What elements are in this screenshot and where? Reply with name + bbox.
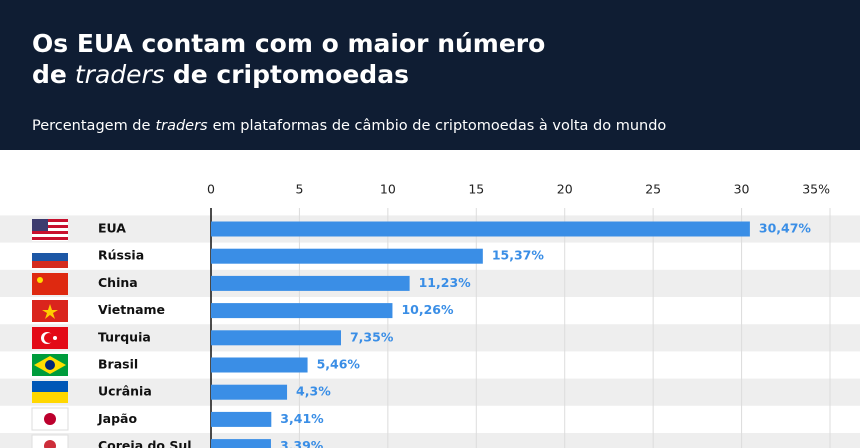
bar bbox=[211, 357, 308, 373]
bar bbox=[211, 330, 341, 346]
x-tick-label: 35% bbox=[802, 182, 830, 197]
title-text: de criptomoedas bbox=[173, 60, 409, 89]
x-tick-label: 15 bbox=[468, 182, 484, 197]
subtitle-text: em plataformas de câmbio de criptomoedas… bbox=[213, 118, 667, 134]
x-tick-label: 0 bbox=[207, 182, 215, 197]
bar bbox=[211, 439, 271, 448]
value-label: 7,35% bbox=[350, 329, 394, 344]
subtitle: Percentagem de traders em plataformas de c… bbox=[32, 118, 666, 134]
row-bg bbox=[0, 269, 860, 297]
x-tick-label: 10 bbox=[380, 182, 396, 197]
title-line: Os EUA contam com o maior número bbox=[32, 29, 545, 58]
category-label: EUA bbox=[98, 221, 126, 236]
title-line: de traders de criptomoedas bbox=[32, 60, 409, 89]
flags bbox=[31, 219, 69, 448]
title-text: de bbox=[32, 60, 67, 89]
bar bbox=[211, 221, 750, 237]
header-bg bbox=[0, 0, 860, 150]
value-label: 5,46% bbox=[317, 357, 361, 372]
title-text: traders bbox=[75, 60, 165, 89]
category-label: Rússia bbox=[98, 248, 144, 263]
value-label: 30,47% bbox=[759, 221, 812, 236]
value-label: 11,23% bbox=[419, 275, 472, 290]
value-label: 3,41% bbox=[280, 411, 324, 426]
subtitle-text: Percentagem de bbox=[32, 118, 151, 134]
value-label: 15,37% bbox=[492, 248, 545, 263]
row-bg bbox=[0, 324, 860, 352]
category-label: China bbox=[98, 275, 138, 290]
title-text: Os EUA contam com o maior número bbox=[32, 29, 545, 58]
bar bbox=[211, 303, 393, 319]
x-tick-label: 25 bbox=[645, 182, 661, 197]
row-bg bbox=[0, 378, 860, 406]
bar bbox=[211, 384, 288, 400]
bar bbox=[211, 411, 272, 427]
category-label: Japão bbox=[97, 411, 137, 426]
bar bbox=[211, 248, 483, 264]
x-tick-label: 30 bbox=[734, 182, 750, 197]
x-tick-label: 20 bbox=[557, 182, 573, 197]
subtitle-text: traders bbox=[155, 118, 208, 134]
category-label: Turquia bbox=[98, 329, 151, 344]
category-label: Vietname bbox=[98, 302, 165, 317]
category-label: Brasil bbox=[98, 357, 138, 372]
category-label: Coreia do Sul bbox=[98, 438, 192, 448]
value-label: 4,3% bbox=[296, 384, 331, 399]
value-label: 10,26% bbox=[401, 302, 454, 317]
category-label: Ucrânia bbox=[98, 384, 152, 399]
x-tick-label: 5 bbox=[295, 182, 303, 197]
bar bbox=[211, 275, 410, 291]
value-label: 3,39% bbox=[280, 438, 324, 448]
